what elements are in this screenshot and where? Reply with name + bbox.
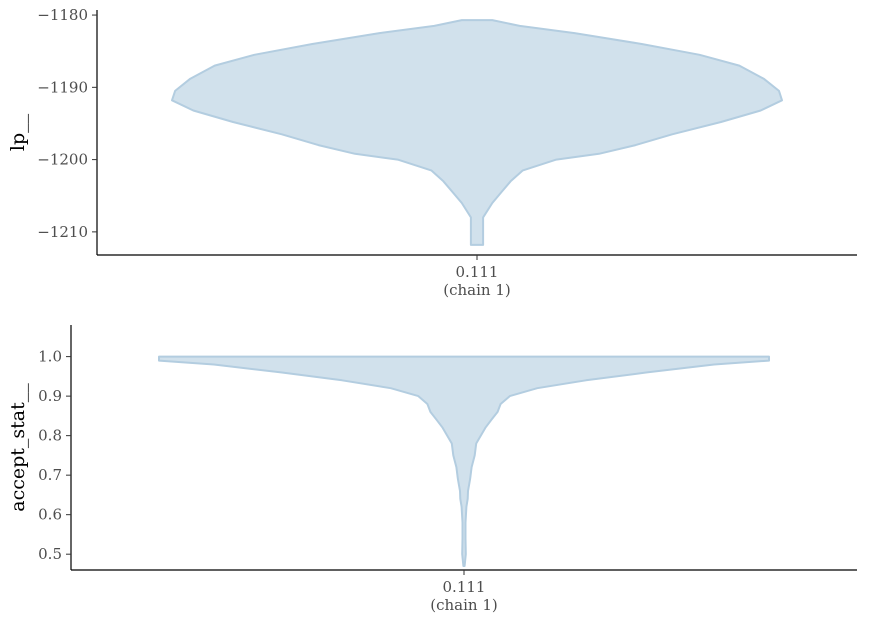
- violin-accept-stat: [158, 355, 770, 567]
- y-tick-label: 0.9: [38, 387, 62, 405]
- lp-panel: −1180 −1190 −1200 −1210 0.111(chain 1) lp__: [7, 6, 857, 299]
- y-tick-label: 0.5: [38, 545, 62, 563]
- y-tick-label: 1.0: [38, 348, 62, 366]
- x-tick-sublabel: (chain 1): [443, 281, 510, 299]
- x-tick-label: 0.111: [443, 578, 486, 596]
- y-tick-label: −1190: [37, 78, 88, 96]
- y-tick-label: −1210: [37, 223, 88, 241]
- y-axis-title: accept_stat__: [7, 383, 29, 512]
- y-ticks: −1180 −1190 −1200 −1210: [37, 6, 97, 241]
- accept-stat-panel: 1.0 0.9 0.8 0.7 0.6 0.5 0.111(chain 1) accept…: [7, 325, 857, 614]
- y-tick-label: −1200: [37, 151, 88, 169]
- violin-lp: [171, 19, 783, 246]
- y-ticks: 1.0 0.9 0.8 0.7 0.6 0.5: [38, 348, 71, 563]
- y-tick-label: −1180: [37, 6, 88, 24]
- x-ticks: 0.111(chain 1): [443, 255, 511, 299]
- x-tick-sublabel: (chain 1): [430, 596, 497, 614]
- x-tick-label: 0.111: [456, 263, 499, 281]
- y-axis-title: lp__: [7, 113, 29, 151]
- y-tick-label: 0.8: [38, 427, 62, 445]
- y-tick-label: 0.6: [38, 506, 62, 524]
- x-ticks: 0.111(chain 1): [430, 570, 498, 614]
- y-tick-label: 0.7: [38, 466, 62, 484]
